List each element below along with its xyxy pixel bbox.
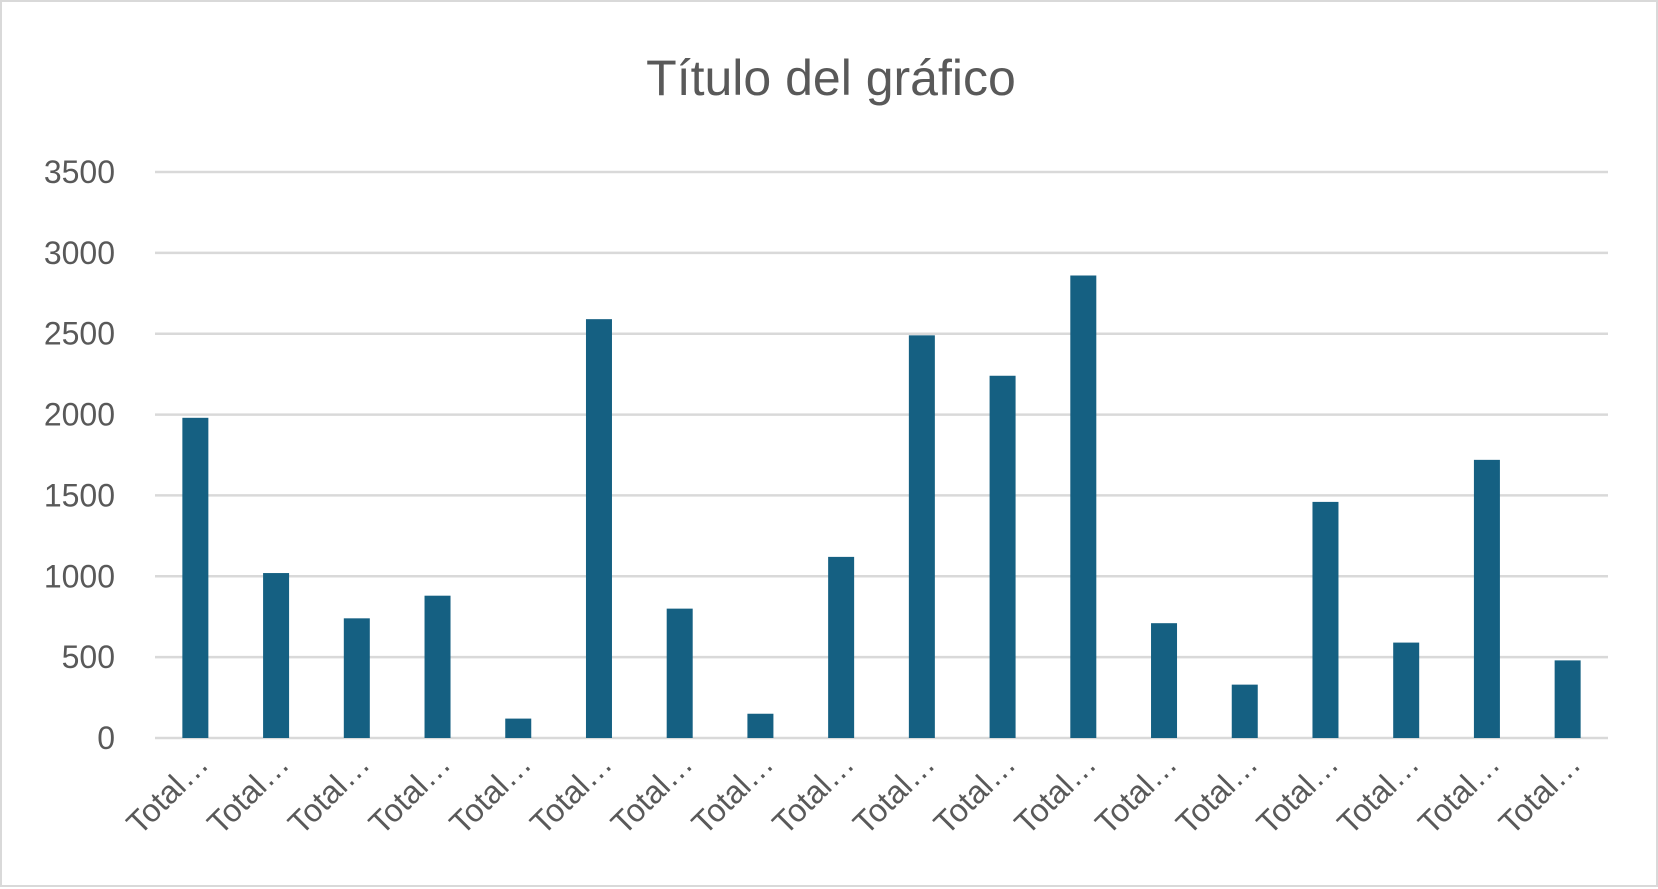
y-tick-label: 500 <box>62 639 115 675</box>
bar <box>585 319 612 738</box>
x-category-label: Total… <box>281 745 377 841</box>
bar <box>989 375 1016 738</box>
x-category-label: Total… <box>1492 745 1588 841</box>
gridlines <box>155 170 1608 740</box>
x-category-label: Total… <box>846 745 942 841</box>
bar <box>1151 623 1178 738</box>
x-category-label: Total… <box>1411 745 1507 841</box>
x-axis-categories: Total…Total…Total…Total…Total…Total…Tota… <box>119 745 1587 841</box>
bar <box>908 335 935 738</box>
x-category-label: Total… <box>765 745 861 841</box>
chart-title: Título del gráfico <box>646 50 1016 106</box>
bar <box>505 718 532 738</box>
bar <box>1393 642 1420 738</box>
y-tick-label: 3000 <box>44 235 115 271</box>
x-category-label: Total… <box>927 745 1023 841</box>
bar <box>1231 684 1258 738</box>
y-tick-label: 2500 <box>44 316 115 352</box>
x-category-label: Total… <box>442 745 538 841</box>
y-tick-label: 2000 <box>44 397 115 433</box>
bar <box>1070 275 1097 738</box>
bars <box>182 275 1581 738</box>
bar <box>1312 501 1339 738</box>
x-category-label: Total… <box>362 745 458 841</box>
x-category-label: Total… <box>1088 745 1184 841</box>
bar <box>1473 459 1500 738</box>
bar <box>1554 660 1581 738</box>
x-category-label: Total… <box>119 745 215 841</box>
x-category-label: Total… <box>684 745 780 841</box>
bar <box>263 573 290 738</box>
y-tick-label: 0 <box>97 720 115 756</box>
bar <box>747 713 774 738</box>
bar <box>828 556 855 738</box>
x-category-label: Total… <box>200 745 296 841</box>
y-tick-label: 1000 <box>44 558 115 594</box>
bar <box>424 595 451 738</box>
y-tick-label: 1500 <box>44 477 115 513</box>
bar <box>182 417 209 738</box>
x-category-label: Total… <box>1250 745 1346 841</box>
x-category-label: Total… <box>523 745 619 841</box>
y-axis-ticks: 0 500 1000 1500 2000 2500 3000 3500 <box>44 154 115 756</box>
bar <box>343 618 370 738</box>
x-category-label: Total… <box>1169 745 1265 841</box>
x-category-label: Total… <box>1007 745 1103 841</box>
x-category-label: Total… <box>604 745 700 841</box>
bar <box>666 608 693 738</box>
y-tick-label: 3500 <box>44 154 115 190</box>
x-category-label: Total… <box>1330 745 1426 841</box>
